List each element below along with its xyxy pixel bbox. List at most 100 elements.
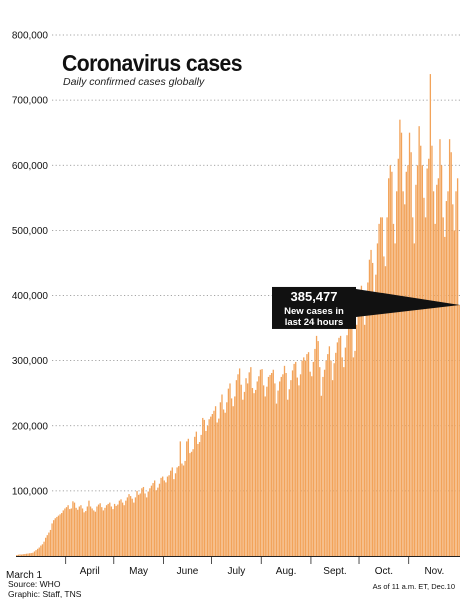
bar <box>373 298 375 556</box>
bar <box>214 406 217 556</box>
bar <box>235 380 238 556</box>
bar <box>218 418 220 556</box>
bar <box>380 217 382 556</box>
x-tick-label: Sept. <box>323 566 346 577</box>
bar <box>307 352 310 556</box>
bar <box>24 554 26 556</box>
bar <box>359 295 361 556</box>
bar <box>81 508 84 556</box>
bar <box>16 555 18 556</box>
bar <box>388 178 390 556</box>
bar <box>64 508 66 556</box>
y-tick-label: 400,000 <box>12 291 49 302</box>
bar <box>230 398 233 556</box>
bar <box>154 480 156 556</box>
bar <box>88 500 90 556</box>
y-tick-label: 100,000 <box>12 486 49 497</box>
y-tick-label: 600,000 <box>12 161 49 172</box>
bar <box>431 145 433 556</box>
bar <box>187 438 189 556</box>
bar <box>137 494 140 556</box>
bar <box>189 453 191 556</box>
bar <box>311 376 313 556</box>
bar <box>245 378 247 556</box>
bar <box>341 357 343 556</box>
bar <box>439 139 441 556</box>
bar <box>121 502 124 556</box>
bar <box>290 380 292 556</box>
bar <box>323 369 326 556</box>
bar <box>360 285 363 556</box>
bar <box>162 476 164 556</box>
bar <box>285 372 287 556</box>
bar <box>372 262 374 556</box>
bar <box>197 443 199 556</box>
bar <box>40 545 42 556</box>
bar <box>72 501 74 556</box>
bar <box>437 178 440 556</box>
graphic-credit: Graphic: Staff, TNS <box>8 589 82 599</box>
bar <box>144 493 146 556</box>
bar <box>453 230 456 556</box>
bar <box>41 544 44 556</box>
bar <box>85 511 87 556</box>
bar <box>448 139 451 556</box>
bar <box>378 223 380 557</box>
bar <box>36 548 39 556</box>
bar <box>275 403 278 556</box>
bar <box>224 412 226 556</box>
bar <box>455 191 457 557</box>
bar <box>190 451 193 556</box>
bar <box>295 361 297 556</box>
bar <box>91 508 93 556</box>
bar <box>420 145 422 556</box>
bar <box>408 132 411 556</box>
bar <box>19 554 21 556</box>
bar <box>184 460 186 556</box>
bar <box>442 217 444 556</box>
bar <box>46 535 48 556</box>
bar <box>194 436 196 556</box>
bar <box>251 387 254 556</box>
bar <box>447 191 449 557</box>
bar <box>319 367 321 556</box>
bar <box>70 508 72 556</box>
bar <box>250 367 252 556</box>
bar <box>240 384 242 556</box>
bar <box>110 506 113 556</box>
bar <box>112 509 114 556</box>
bar <box>327 354 329 556</box>
callout-box <box>272 286 356 329</box>
bar <box>344 347 347 556</box>
bar <box>49 529 52 556</box>
chart-title: Coronavirus cases <box>62 50 243 76</box>
bar <box>333 363 335 556</box>
bar <box>396 191 398 557</box>
bar <box>362 302 364 556</box>
callout-line1: New cases in <box>284 306 344 317</box>
bar <box>365 298 367 556</box>
bar <box>165 482 167 556</box>
bar <box>109 502 111 556</box>
bar <box>32 552 34 556</box>
bar <box>123 505 125 556</box>
bar <box>336 342 339 556</box>
bar <box>104 507 106 556</box>
bar <box>450 152 452 556</box>
y-tick-label: 200,000 <box>12 421 49 432</box>
bar <box>152 483 154 556</box>
bar <box>452 204 454 556</box>
bar <box>200 434 202 556</box>
callout-line2: last 24 hours <box>285 317 344 328</box>
bar <box>65 507 68 556</box>
x-tick-label: March 1 <box>6 570 43 581</box>
bar <box>198 442 201 556</box>
x-tick-label: April <box>80 566 100 577</box>
source-credit: Source: WHO Graphic: Staff, TNS <box>8 579 81 599</box>
bar <box>428 158 430 557</box>
bar <box>338 337 340 556</box>
bar <box>328 346 331 556</box>
chart-subtitle: Daily confirmed cases globally <box>63 76 205 88</box>
bar <box>426 168 428 556</box>
bar <box>54 518 56 556</box>
